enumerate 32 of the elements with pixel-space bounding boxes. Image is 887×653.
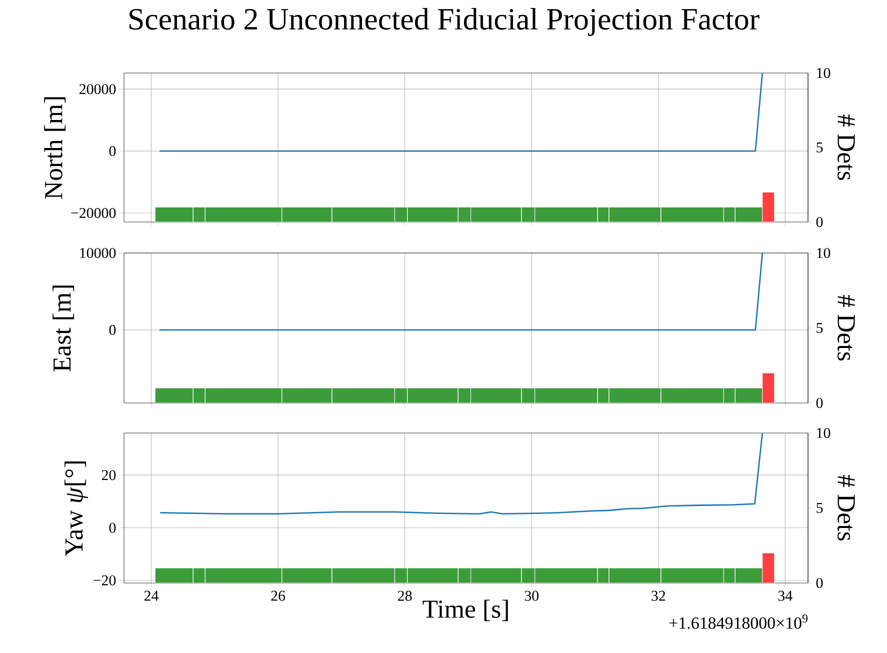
y2-tick-label: 0 xyxy=(816,216,823,228)
y-tick-label: 20 xyxy=(102,470,116,480)
x-tick-label: 30 xyxy=(524,590,539,601)
y2-tick-label: 10 xyxy=(817,248,830,258)
y2-axis-title: # Dets xyxy=(838,475,855,540)
y-tick-label: 10000 xyxy=(80,248,116,258)
chart-title: Scenario 2 Unconnected Fiducial Projection Factor xyxy=(130,8,760,36)
y2-tick-label: 0 xyxy=(816,398,823,408)
y-tick-label: 0 xyxy=(109,146,116,156)
x-tick-label: 34 xyxy=(778,590,792,601)
y-tick-label: 0 xyxy=(109,324,116,335)
y-tick-label: 20000 xyxy=(80,84,116,94)
y2-tick-label: 5 xyxy=(816,142,823,152)
x-axis-title: Time [s] xyxy=(422,600,508,622)
y-tick-label: −20 xyxy=(94,575,116,586)
y-tick-label: 0 xyxy=(109,522,116,533)
y2-tick-label: 10 xyxy=(817,428,830,438)
x-tick-label: 26 xyxy=(271,590,286,601)
y-axis-title: East [m] xyxy=(52,286,74,372)
x-tick-label: 28 xyxy=(398,590,412,601)
x-tick-label: 24 xyxy=(144,590,158,601)
x-tick-label: 32 xyxy=(652,590,666,601)
y2-tick-label: 0 xyxy=(816,578,823,588)
y2-tick-label: 10 xyxy=(817,68,830,78)
y2-axis-title: # Dets xyxy=(838,295,855,360)
y2-tick-label: 5 xyxy=(816,503,823,513)
y2-tick-label: 5 xyxy=(816,323,823,333)
y-tick-label: −20000 xyxy=(71,208,116,218)
y2-axis-title: # Dets xyxy=(838,114,855,180)
y-axis-title: North [m] xyxy=(44,97,66,199)
y-axis-title: Yaw ψ[°] xyxy=(64,461,88,556)
text: +1.6184918000×10$^{9}$ xyxy=(669,614,808,629)
